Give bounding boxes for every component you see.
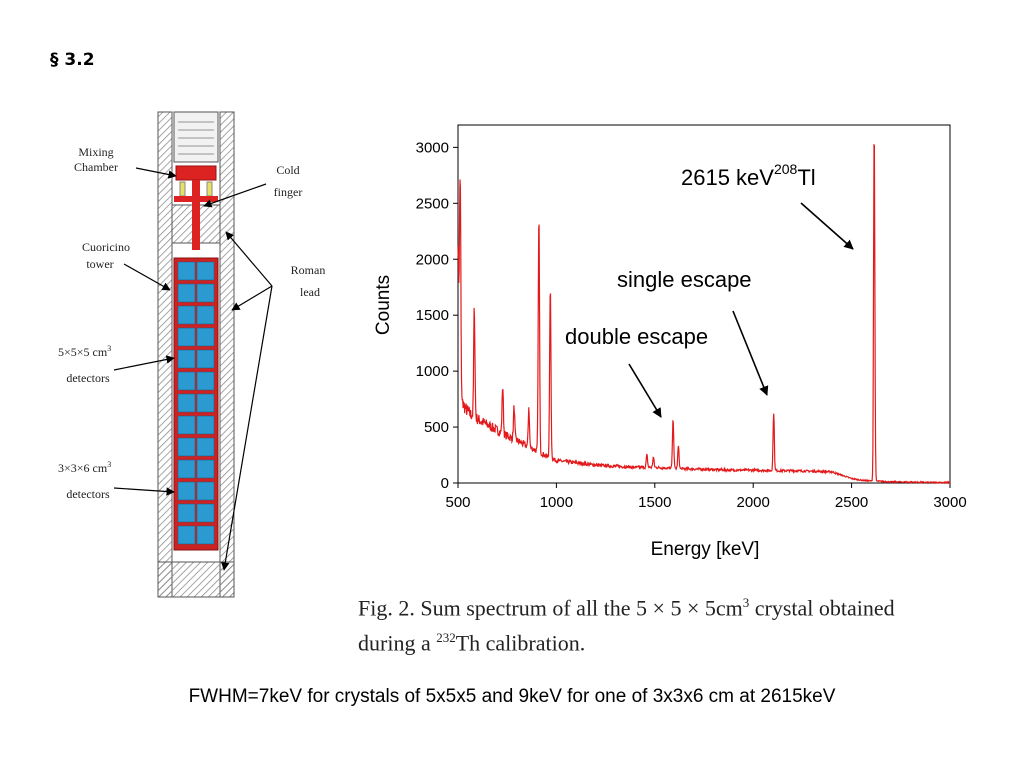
crystal-cell bbox=[177, 327, 196, 347]
crystal-cell bbox=[196, 437, 215, 457]
crystal-grid bbox=[177, 261, 215, 545]
label-cold-2: finger bbox=[274, 185, 303, 199]
spectrum-series bbox=[457, 143, 951, 485]
y-tick-label: 0 bbox=[441, 475, 449, 492]
x-tick-label: 3000 bbox=[933, 494, 966, 511]
arrow-roman-3 bbox=[221, 285, 273, 571]
crystal-cell bbox=[177, 481, 196, 501]
crystal-cell bbox=[177, 283, 196, 303]
crystal-cell bbox=[177, 459, 196, 479]
label-roman-1: Roman bbox=[291, 263, 326, 277]
crystal-cell bbox=[177, 371, 196, 391]
y-tick-label: 2500 bbox=[416, 195, 449, 212]
label-det5-2: detectors bbox=[66, 371, 110, 385]
crystal-cell bbox=[196, 349, 215, 369]
label-mixing-2: Chamber bbox=[74, 160, 118, 174]
y-tick-label: 2000 bbox=[416, 251, 449, 268]
y-tick-label: 3000 bbox=[416, 139, 449, 156]
arrow-mixing bbox=[135, 167, 177, 179]
crystal-cell bbox=[196, 503, 215, 523]
crystal-cell bbox=[177, 415, 196, 435]
label-cuoricino-1: Cuoricino bbox=[82, 240, 130, 254]
x-axis-label: Energy [keV] bbox=[651, 539, 760, 560]
spectrum-chart: 500 1000 1500 2000 2500 3000 0 500 1000 1500 2000 2… bbox=[373, 124, 967, 560]
detector-diagram: Mixing Chamber Cold finger Cuoricino tow… bbox=[58, 111, 326, 598]
crystal-cell bbox=[177, 393, 196, 413]
y-tick-label: 500 bbox=[424, 419, 449, 436]
x-tick-label: 1500 bbox=[638, 494, 671, 511]
arrow-roman-2 bbox=[231, 285, 273, 311]
crystal-cell bbox=[196, 459, 215, 479]
crystal-cell bbox=[196, 415, 215, 435]
arrow-cuoricino bbox=[123, 263, 171, 291]
crystal-cell bbox=[177, 503, 196, 523]
left-lead-wall bbox=[157, 111, 173, 598]
arrow-det3 bbox=[113, 487, 175, 496]
figure-caption: Fig. 2. Sum spectrum of all the 5 × 5 × … bbox=[358, 595, 895, 656]
label-mixing-1: Mixing bbox=[78, 145, 113, 159]
arrow-single-escape bbox=[732, 310, 769, 396]
crystal-cell bbox=[196, 327, 215, 347]
arrow-2615 bbox=[800, 202, 854, 250]
crystal-cell bbox=[177, 349, 196, 369]
dilution-unit bbox=[173, 111, 219, 163]
crystal-cell bbox=[196, 283, 215, 303]
bottom-lead-block bbox=[157, 561, 235, 598]
crystal-cell bbox=[177, 525, 196, 545]
label-det3-2: detectors bbox=[66, 487, 110, 501]
mixing-chamber bbox=[175, 165, 217, 181]
crystal-cell bbox=[196, 371, 215, 391]
y-axis-label: Counts bbox=[373, 275, 394, 335]
label-roman-2: lead bbox=[300, 285, 320, 299]
footer-note: FWHM=7keV for crystals of 5x5x5 and 9keV… bbox=[188, 686, 836, 707]
crystal-cell bbox=[177, 261, 196, 281]
x-tick-label: 2500 bbox=[835, 494, 868, 511]
annotation-single-escape: single escape bbox=[617, 267, 752, 292]
caption-lead: Fig. 2. bbox=[358, 595, 415, 621]
label-det3-1: 3×3×6 cm3 bbox=[58, 460, 111, 475]
crystal-cell bbox=[196, 525, 215, 545]
crystal-cell bbox=[177, 305, 196, 325]
y-tick-label: 1500 bbox=[416, 307, 449, 324]
cold-finger bbox=[192, 180, 200, 250]
axis-ticks: 500 1000 1500 2000 2500 3000 0 500 1000 1500 2000 2… bbox=[416, 139, 967, 511]
crystal-cell bbox=[196, 261, 215, 281]
arrow-double-escape bbox=[628, 363, 662, 418]
crystal-cell bbox=[196, 393, 215, 413]
label-det5-1: 5×5×5 cm3 bbox=[58, 344, 111, 359]
slide-heading: § 3.2 bbox=[50, 50, 95, 70]
x-tick-label: 2000 bbox=[737, 494, 770, 511]
arrow-cold bbox=[203, 183, 267, 208]
label-cuoricino-2: tower bbox=[86, 257, 113, 271]
plot-frame bbox=[457, 124, 951, 484]
x-tick-label: 500 bbox=[445, 494, 470, 511]
arrow-roman-1 bbox=[225, 231, 273, 287]
y-tick-label: 1000 bbox=[416, 363, 449, 380]
crystal-cell bbox=[196, 481, 215, 501]
x-tick-label: 1000 bbox=[540, 494, 573, 511]
annotation-double-escape: double escape bbox=[565, 324, 708, 349]
crystal-cell bbox=[196, 305, 215, 325]
annotation-2615: 2615 keV208Tl bbox=[681, 161, 816, 190]
label-cold-1: Cold bbox=[276, 163, 299, 177]
crystal-cell bbox=[177, 437, 196, 457]
arrow-det5 bbox=[113, 355, 175, 371]
